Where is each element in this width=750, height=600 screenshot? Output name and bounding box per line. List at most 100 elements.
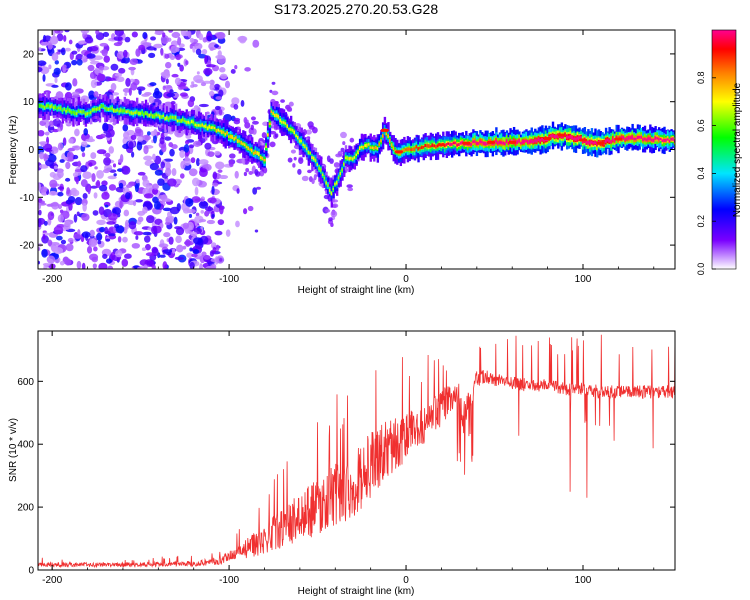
spectrogram-ridge-mark: [274, 113, 277, 117]
colorbar-tick-label: 0.2: [696, 215, 706, 228]
spectrogram-ridge-mark: [606, 138, 610, 142]
spectrogram-ridge-mark: [551, 134, 555, 137]
spectrogram-noise-mark: [193, 237, 203, 245]
spectrogram-noise-mark: [63, 221, 71, 231]
spectrogram-noise-mark: [107, 175, 117, 180]
spectrogram-ridge-mark: [213, 126, 217, 130]
spectrogram-noise-mark: [98, 66, 105, 71]
spectrogram-noise-mark: [125, 77, 131, 87]
spectrogram-noise-mark: [113, 42, 122, 47]
spectrogram-ridge-mark: [373, 146, 376, 150]
spectrogram-noise-mark: [74, 197, 83, 206]
spectrogram-noise-mark: [96, 149, 107, 155]
spectrogram-noise-mark: [159, 254, 166, 258]
spectrogram-ridge-mark: [622, 136, 625, 140]
spectrogram-ridge-mark: [433, 144, 436, 148]
spectrogram-ridge-mark: [521, 140, 525, 144]
spectrogram-noise-mark: [219, 67, 226, 73]
spectrogram-noise-mark: [136, 141, 143, 151]
spectrogram-noise-mark: [153, 201, 161, 210]
spectrogram-noise-mark: [96, 179, 101, 189]
snr-xtick-label: 100: [575, 575, 592, 586]
spectrogram-noise-mark: [56, 223, 65, 228]
spectrogram-ridge-mark: [137, 111, 141, 116]
spectrogram-noise-mark: [243, 208, 248, 215]
spectrogram-ridge-mark: [482, 141, 486, 146]
spectrogram-noise-mark: [171, 168, 177, 177]
spectrogram-noise-mark: [212, 247, 217, 254]
spectrogram-ridge-mark: [229, 134, 233, 139]
spectrogram-ridge-mark: [47, 104, 50, 108]
spectrogram-ridge-mark: [199, 124, 203, 127]
spectrogram-ridge-mark: [585, 140, 588, 144]
spectrogram-ridge-mark: [505, 139, 509, 143]
spectrogram-noise-mark: [141, 134, 151, 141]
spectrogram-noise-mark: [80, 179, 88, 188]
spectrogram-ridge-mark: [344, 156, 348, 160]
spectrogram-noise-mark: [210, 263, 217, 269]
spectrogram-noise-mark: [101, 191, 110, 200]
spectrogram-ridge-mark: [592, 141, 595, 145]
spectrogram-ridge-mark: [220, 130, 224, 134]
spectrogram-ridge-mark: [158, 114, 162, 119]
spectrogram-noise-mark: [65, 243, 74, 252]
spectrogram-noise-mark: [231, 97, 240, 105]
snr-xlabel: Height of straight line (km): [298, 586, 415, 597]
spectrogram-noise-mark: [73, 213, 78, 223]
spectrogram-ridge-mark: [650, 138, 654, 142]
spectrogram-noise-mark: [244, 67, 251, 72]
spectrogram-ridge-mark: [127, 110, 130, 113]
spectrogram-ridge-mark: [65, 109, 68, 113]
spectrogram-ridge-mark: [206, 126, 210, 131]
spectrogram-ridge-mark: [130, 111, 134, 115]
spectrogram-noise-mark: [128, 221, 137, 230]
colorbar-tick-label: 0.8: [696, 72, 706, 85]
spectrogram-noise-mark: [325, 208, 331, 213]
spectrogram-ridge-mark: [447, 142, 450, 145]
snr-ytick-label: 600: [17, 377, 34, 388]
spectrogram-ridge-mark: [281, 120, 284, 124]
spectrogram-ridge-mark: [412, 147, 415, 151]
spectrogram-noise-mark: [54, 77, 58, 84]
spectrogram-noise-mark: [169, 215, 175, 222]
spectrogram-noise-mark: [50, 190, 56, 195]
spectrogram-noise-mark: [218, 108, 223, 116]
spectrogram-ridge-mark: [79, 110, 82, 113]
spectrogram-ridge-mark: [580, 136, 583, 140]
spectrogram-ridge-mark: [162, 114, 165, 118]
spectrogram-noise-mark: [162, 85, 166, 91]
spectrogram-noise-mark: [63, 35, 67, 42]
spectrogram-noise-mark: [235, 220, 240, 228]
spectrogram-noise-mark: [38, 202, 42, 210]
spectrogram-noise-mark: [39, 186, 48, 193]
spectrogram-ridge-mark: [479, 140, 482, 144]
spectrogram-ridge-mark: [174, 116, 178, 120]
spectrogram-ridge-mark: [555, 135, 558, 138]
spectrogram-noise-mark: [335, 153, 343, 158]
spectrogram-noise-mark: [59, 159, 65, 163]
spectrogram-noise-mark: [38, 66, 43, 73]
spectrogram-ridge-mark: [350, 156, 353, 160]
spectrogram-ridge-mark: [88, 111, 91, 115]
spectrogram-noise-mark: [57, 142, 64, 151]
spectrogram-ridge-mark: [38, 105, 40, 108]
colorbar-tick-label: 0.6: [696, 119, 706, 132]
spectrogram-noise-mark: [180, 30, 186, 37]
spectrogram-ridge-mark: [330, 191, 334, 196]
spectrogram-noise-mark: [142, 206, 148, 214]
spectrogram-noise-mark: [188, 144, 195, 149]
spectrogram-noise-mark: [57, 214, 64, 223]
spectrogram-noise-mark: [123, 226, 128, 234]
spectrogram-ridge-mark: [530, 139, 533, 143]
spectrogram-noise-mark: [168, 236, 174, 245]
spectrogram-ridge-mark: [118, 110, 121, 113]
spectrogram-noise-mark: [74, 128, 80, 137]
spectrogram-ridge-mark: [132, 112, 135, 116]
spectrogram-noise-mark: [105, 238, 111, 242]
spectrogram-ridge-mark: [475, 142, 479, 145]
spectrogram-ridge-mark: [204, 124, 208, 129]
spectrogram-ridge-mark: [102, 104, 105, 108]
spectrogram-noise-mark: [228, 160, 234, 168]
spectrogram-ridge-mark: [636, 135, 640, 140]
spectrogram-noise-mark: [210, 242, 217, 249]
